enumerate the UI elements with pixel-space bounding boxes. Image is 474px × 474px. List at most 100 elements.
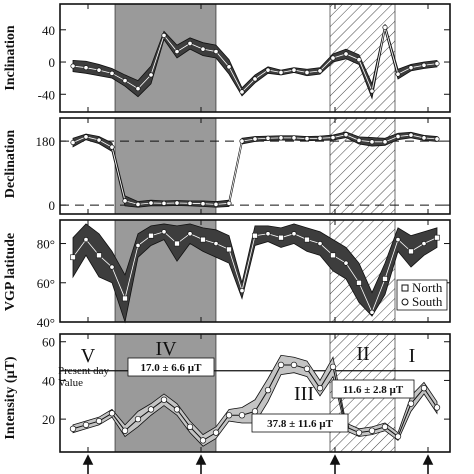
data-point (421, 135, 427, 141)
vgp-latitude-axis-label: VGP latitude (3, 233, 18, 311)
data-point (96, 67, 102, 73)
data-point (381, 423, 389, 431)
data-point (382, 24, 388, 30)
period-iv-band (114, 3, 217, 113)
data-point (304, 136, 310, 142)
series-0-envelope (72, 223, 438, 324)
legend-north-label: North (412, 280, 443, 295)
data-point (83, 65, 89, 71)
data-point (304, 236, 310, 243)
data-point (122, 295, 128, 302)
data-point (109, 70, 115, 76)
data-point (395, 71, 401, 77)
legend-south-label: South (412, 294, 443, 309)
data-point (291, 135, 297, 141)
data-point (96, 137, 102, 143)
data-point (213, 240, 219, 247)
present-day-label-line1: Present day (58, 365, 110, 377)
panel-frame (59, 333, 451, 453)
data-point (421, 62, 427, 68)
present-day-label-line2: Value (58, 377, 83, 389)
y-tick-label: -40 (38, 87, 55, 102)
data-point (226, 200, 232, 206)
data-point (251, 408, 259, 415)
data-point (395, 237, 401, 243)
data-point (265, 67, 271, 73)
data-point (317, 68, 323, 74)
period-iv-mean-box (127, 357, 215, 377)
data-point (317, 135, 323, 141)
data-point (186, 423, 194, 431)
data-point (408, 248, 414, 255)
data-point (290, 361, 298, 369)
data-point (369, 309, 375, 315)
period-label-i: I (409, 345, 416, 367)
period-ii-band (329, 117, 396, 215)
legend-south-marker (401, 298, 409, 306)
period-ii-mean-box (331, 379, 415, 399)
data-point (109, 144, 115, 150)
data-point (356, 279, 362, 286)
data-point (225, 412, 233, 419)
period-label-ii: II (356, 343, 369, 365)
data-point (277, 361, 285, 369)
period-iv-mean: 17.0 ± 6.6 µT (141, 362, 203, 374)
data-point (187, 231, 193, 237)
data-point (148, 200, 154, 206)
data-point (187, 40, 193, 47)
data-point (355, 429, 363, 436)
series-0-envelope (72, 24, 438, 100)
bottom-arrows (82, 454, 434, 474)
data-point (343, 51, 349, 57)
data-point (134, 415, 142, 423)
data-point (407, 400, 415, 407)
data-point (420, 385, 428, 392)
data-point (369, 88, 375, 94)
period-label-iii: III (294, 383, 314, 405)
data-point (421, 240, 427, 247)
data-point (291, 67, 297, 73)
period-label-v: V (81, 345, 96, 367)
y-tick-label: 180 (36, 134, 56, 149)
y-tick-label: 0 (49, 55, 56, 70)
period-label-iv: IV (155, 338, 177, 360)
declination-axis-label: Declination (3, 130, 18, 199)
data-point (161, 229, 167, 235)
data-point (70, 254, 76, 261)
data-point (174, 200, 180, 206)
period-iv-band (114, 117, 217, 215)
data-point (330, 252, 336, 259)
intensity-axis-label: Intensity (µT) (3, 356, 18, 439)
data-point (303, 365, 311, 372)
panel-frame (59, 117, 451, 215)
data-point (135, 242, 141, 249)
data-point (173, 406, 181, 413)
data-point (278, 135, 284, 141)
data-point (70, 139, 76, 146)
data-point (239, 288, 245, 294)
data-point (382, 276, 388, 282)
data-point (395, 133, 401, 140)
data-point (356, 57, 362, 63)
data-point (187, 200, 193, 206)
data-point (291, 231, 297, 237)
data-point (160, 396, 168, 403)
data-point (252, 136, 258, 142)
y-tick-label: 60 (42, 335, 55, 350)
data-point (135, 86, 141, 92)
data-point (317, 240, 323, 247)
data-point (368, 427, 376, 434)
data-point (408, 65, 414, 71)
data-point (212, 429, 220, 436)
period-ii-mean: 11.6 ± 2.8 µT (343, 384, 404, 396)
data-point (434, 61, 440, 67)
data-point (330, 55, 336, 61)
panel-0: 40 0 -40 (38, 3, 451, 113)
data-point (252, 232, 258, 239)
data-point (226, 246, 232, 253)
data-point (200, 46, 206, 52)
data-point (278, 69, 284, 76)
data-point (200, 236, 206, 243)
